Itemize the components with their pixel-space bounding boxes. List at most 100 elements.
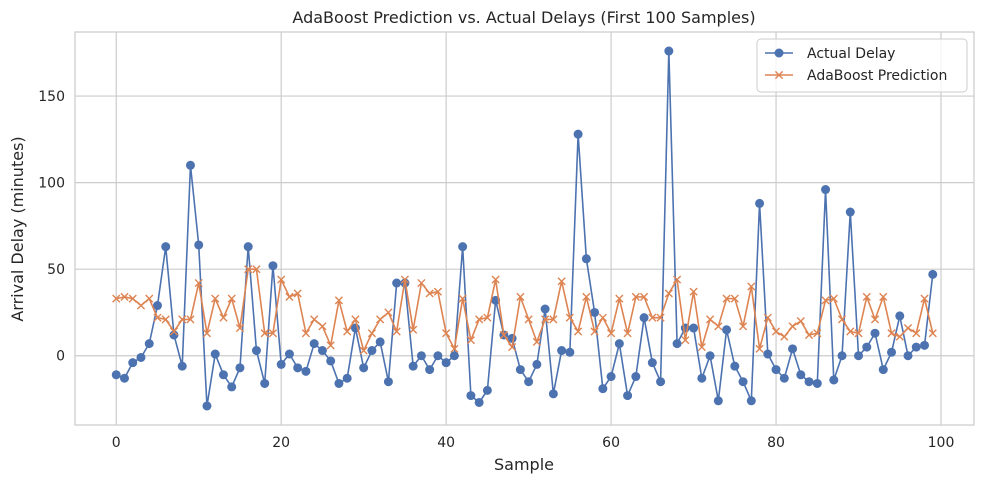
prediction-point (747, 282, 756, 291)
actual-delay-point (606, 372, 616, 382)
prediction-point (326, 341, 335, 350)
actual-delay-point (260, 378, 270, 388)
actual-delay-point (722, 325, 732, 335)
prediction-point (178, 315, 187, 324)
prediction-point (524, 315, 533, 324)
actual-delay-point (218, 370, 228, 380)
actual-delay-point (862, 342, 872, 352)
actual-delay-point (293, 363, 303, 373)
y-tick-label: 150 (38, 89, 65, 105)
x-tick-label: 0 (112, 435, 121, 451)
legend-label: AdaBoost Prediction (807, 68, 947, 84)
prediction-point (639, 292, 649, 301)
legend-item-actual-delay: Actual Delay (765, 46, 895, 62)
prediction-point (153, 313, 162, 322)
actual-delay-point (185, 160, 195, 170)
actual-delay-point (837, 351, 847, 361)
prediction-point (582, 292, 591, 301)
actual-delay-point (788, 344, 798, 354)
actual-delay-point (895, 311, 905, 321)
actual-delay-point (128, 358, 138, 368)
actual-delay-point (713, 396, 723, 406)
actual-delay-point (779, 373, 789, 383)
actual-delay-point (664, 46, 674, 56)
actual-delay-point (202, 401, 212, 411)
actual-delay-point (738, 377, 748, 387)
prediction-point (887, 329, 896, 338)
prediction-point (574, 327, 583, 336)
actual-delay-point (532, 359, 542, 369)
prediction-point (343, 327, 352, 336)
actual-delay-point (540, 304, 550, 314)
prediction-point (128, 294, 137, 303)
prediction-point (499, 330, 508, 340)
actual-delay-point (870, 328, 880, 338)
prediction-point (186, 315, 195, 324)
prediction-point (549, 315, 558, 324)
actual-delay-point (656, 377, 666, 387)
actual-delay-point (334, 378, 344, 388)
actual-delay-point (392, 278, 402, 288)
x-tick-label: 60 (602, 435, 620, 451)
actual-delay-point (367, 346, 377, 356)
prediction-point (227, 294, 236, 303)
actual-delay-point (887, 347, 897, 357)
prediction-point (870, 315, 880, 324)
prediction-point (211, 294, 220, 303)
actual-delay-point (317, 346, 327, 356)
prediction-point (648, 313, 657, 322)
prediction-point (194, 278, 203, 288)
prediction-point (565, 313, 574, 322)
actual-delay-line (115, 50, 934, 407)
actual-delay-point (903, 351, 913, 361)
y-tick-label: 0 (56, 349, 65, 365)
prediction-point (738, 322, 748, 331)
prediction-point (384, 308, 393, 317)
prediction-point (804, 330, 814, 340)
actual-delay-point (177, 361, 187, 371)
actual-delay-point (763, 349, 773, 359)
y-axis-label: Arrival Delay (minutes) (8, 136, 27, 321)
actual-delay-point (111, 370, 121, 380)
prediction-point (846, 327, 855, 336)
prediction-point (895, 332, 904, 341)
prediction-point (656, 313, 665, 322)
prediction-point (912, 329, 921, 338)
actual-delay-point (821, 185, 831, 195)
prediction-point (252, 265, 261, 274)
prediction-point (508, 342, 517, 352)
prediction-point (780, 332, 789, 341)
actual-delay-point (119, 373, 129, 383)
actual-delay-point (227, 382, 237, 392)
legend-entries: Actual Delay AdaBoost Prediction (765, 46, 947, 84)
actual-delay-point (161, 242, 171, 252)
actual-delay-point (590, 307, 600, 317)
prediction-point (458, 294, 467, 303)
prediction-point (409, 325, 418, 334)
prediction-point (161, 315, 170, 324)
prediction-point (169, 327, 179, 336)
legend: Actual Delay AdaBoost Prediction (756, 38, 968, 93)
prediction-point (920, 294, 929, 303)
actual-delay-point (416, 351, 426, 361)
prediction-point (268, 329, 278, 338)
prediction-point (301, 329, 311, 338)
actual-delay-point (557, 346, 567, 356)
prediction-point (821, 296, 830, 305)
actual-delay-point (284, 349, 294, 359)
prediction-line (116, 268, 934, 352)
prediction-point (392, 327, 401, 336)
prediction-point (829, 294, 838, 303)
prediction-point (400, 275, 410, 284)
actual-delay-point (474, 397, 484, 407)
prediction-point (722, 294, 731, 303)
actual-delay-series (111, 46, 938, 411)
actual-delay-point (136, 352, 146, 362)
prediction-point (557, 277, 566, 286)
actual-delay-point (441, 358, 451, 368)
prediction-point (607, 329, 616, 338)
prediction-point (120, 292, 129, 301)
actual-delay-point (466, 391, 476, 401)
actual-delay-point (639, 313, 649, 323)
prediction-point (714, 322, 723, 331)
